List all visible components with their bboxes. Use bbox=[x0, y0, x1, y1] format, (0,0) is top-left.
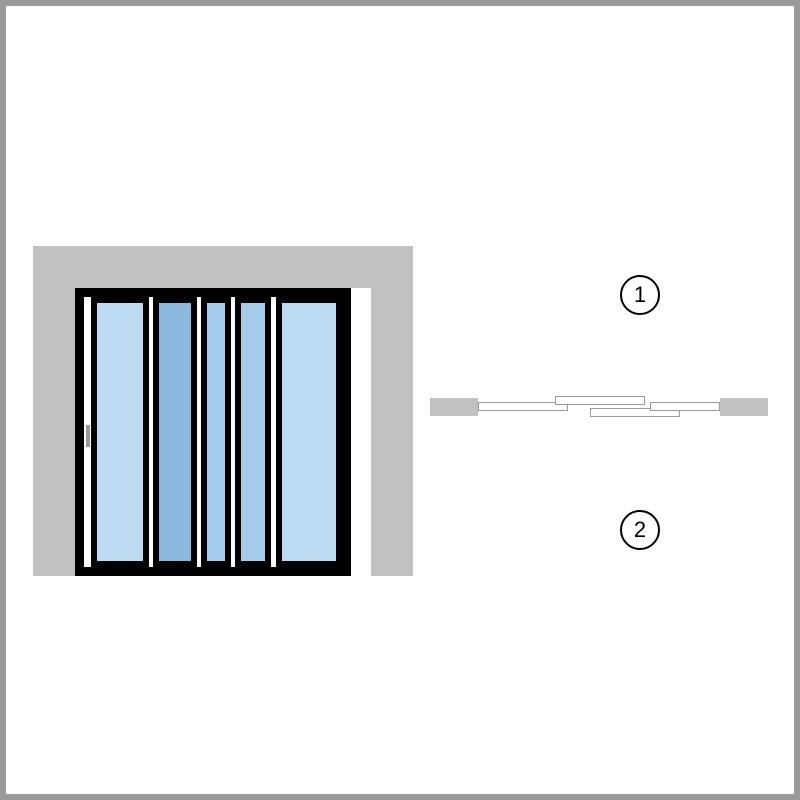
opening-reveal bbox=[351, 297, 371, 567]
callout-1-text: 1 bbox=[634, 284, 646, 306]
door-panel bbox=[153, 297, 197, 567]
callout-2: 2 bbox=[620, 510, 660, 550]
diagram-canvas: 1 2 bbox=[0, 0, 800, 800]
callout-1: 1 bbox=[620, 275, 660, 315]
door-handle bbox=[86, 425, 90, 447]
door-panel bbox=[91, 297, 149, 567]
plan-wall-right bbox=[720, 398, 768, 416]
door-panel bbox=[201, 297, 231, 567]
plan-wall-left bbox=[430, 398, 478, 416]
door-panel bbox=[276, 297, 342, 567]
plan-track bbox=[650, 402, 720, 411]
callout-2-text: 2 bbox=[634, 519, 646, 541]
plan-track bbox=[555, 396, 645, 405]
door-panel bbox=[235, 297, 271, 567]
